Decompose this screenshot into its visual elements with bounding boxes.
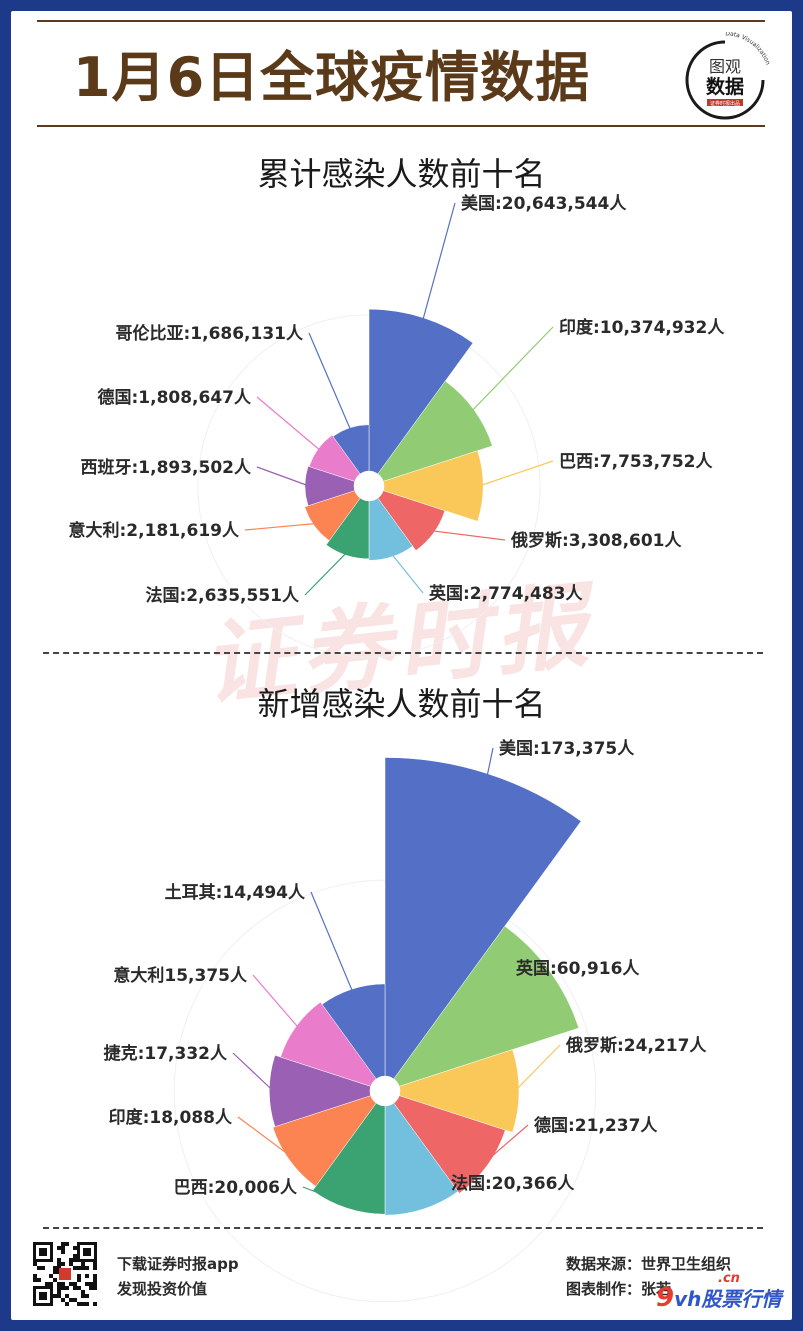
page-title: 1月6日全球疫情数据 [73, 46, 591, 109]
qr-code-icon[interactable] [33, 1242, 97, 1306]
leader-line-3 [514, 1044, 561, 1092]
chart-new: 美国:173,375人英国:60,916人俄罗斯:24,217人德国:21,23… [104, 738, 707, 1303]
rose-sector-1 [384, 757, 582, 1080]
leader-line-7 [237, 1116, 294, 1159]
data-label-4: 俄罗斯:3,308,601人 [510, 530, 683, 551]
leader-line-9 [252, 974, 300, 1030]
leader-line-5 [421, 1182, 446, 1206]
data-label-7: 意大利:2,181,619人 [68, 520, 240, 541]
data-label-5: 英国:2,774,483人 [429, 583, 584, 604]
slogan-text: 发现投资价值 [117, 1280, 208, 1298]
data-label-10: 哥伦比亚:1,686,131人 [115, 323, 304, 344]
rose-sector-10 [321, 983, 386, 1080]
leader-line-10 [308, 332, 352, 432]
download-app-text: 下载证券时报app [117, 1255, 239, 1273]
data-label-3: 巴西:7,753,752人 [559, 452, 714, 472]
leader-line-10 [310, 891, 354, 994]
chart-maker-text: 图表制作：张若 [566, 1280, 672, 1298]
data-label-6: 巴西:20,006人 [174, 1178, 298, 1198]
data-label-9: 德国:1,808,647人 [97, 387, 252, 408]
leader-line-8 [256, 466, 310, 487]
data-label-4: 德国:21,237人 [534, 1115, 658, 1136]
leader-line-4 [430, 529, 506, 541]
logo-line2: 数据 [706, 75, 744, 98]
divider [43, 652, 763, 654]
leader-line-2 [470, 326, 554, 413]
chart1-title: 累计感染人数前十名 [257, 155, 546, 193]
data-label-1: 美国:173,375人 [499, 738, 635, 759]
leader-line-2 [509, 967, 547, 975]
center-hole [354, 471, 384, 501]
brand-text: vh股票行情 [674, 1287, 782, 1311]
logo-sub: 证券时报出品 [710, 100, 740, 107]
leader-line-8 [232, 1052, 274, 1092]
chart2-title: 新增感染人数前十名 [257, 685, 546, 723]
poster-card: 1月6日全球疫情数据 图观 数据 证券时报出品 Data Visualizati… [11, 11, 792, 1320]
data-label-6: 法国:2,635,551人 [145, 585, 300, 606]
data-source-text: 数据来源：世界卫生组织 [566, 1255, 732, 1273]
data-label-9: 意大利15,375人 [113, 965, 248, 986]
leader-line-1 [486, 747, 494, 778]
tuguan-logo-icon: 图观 数据 证券时报出品 Data Visualization [685, 32, 772, 120]
footer-divider [43, 1227, 763, 1229]
brand-logo: 9vh股票行情 .cn [656, 1271, 782, 1313]
leader-line-7 [244, 522, 318, 531]
leader-line-5 [390, 552, 424, 594]
data-label-8: 捷克:17,332人 [104, 1043, 228, 1064]
data-label-8: 西班牙:1,893,502人 [80, 458, 252, 478]
data-label-7: 印度:18,088人 [109, 1107, 233, 1128]
data-label-10: 土耳其:14,494人 [165, 882, 306, 903]
top-rule [37, 20, 765, 22]
data-label-2: 英国:60,916人 [516, 958, 640, 979]
data-label-5: 法国:20,366人 [451, 1173, 575, 1194]
chart-cumulative: 美国:20,643,544人印度:10,374,932人巴西:7,753,752… [68, 193, 725, 658]
leader-line-3 [478, 460, 554, 487]
leader-line-1 [421, 202, 456, 322]
rose-sector-9 [280, 1001, 377, 1087]
brand-num: 9 [656, 1283, 675, 1313]
leader-line-4 [483, 1124, 529, 1164]
center-hole [370, 1076, 400, 1106]
data-label-1: 美国:20,643,544人 [461, 193, 627, 214]
data-label-3: 俄罗斯:24,217人 [565, 1035, 707, 1056]
data-label-2: 印度:10,374,932人 [559, 317, 725, 338]
brand-cn: .cn [718, 1271, 740, 1286]
title-rule [37, 125, 765, 127]
logo-line1: 图观 [709, 57, 741, 76]
leader-line-6 [302, 1186, 349, 1205]
leader-line-9 [256, 396, 322, 452]
leader-line-6 [304, 551, 349, 596]
